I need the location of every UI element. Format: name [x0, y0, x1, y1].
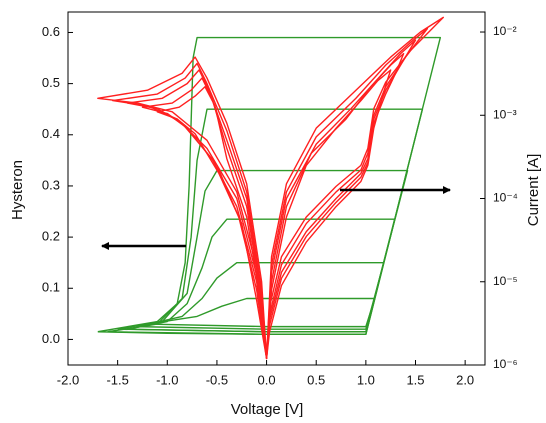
y-tick-label: 0.0 [42, 331, 60, 346]
y-tick-label: 0.4 [42, 126, 60, 141]
series-line [126, 39, 417, 360]
y2-tick-label: 10⁻⁵ [493, 274, 518, 288]
y2-tick-label: 10⁻⁴ [493, 191, 518, 205]
y-tick-label: 0.6 [42, 24, 60, 39]
x-tick-label: -0.5 [206, 372, 228, 387]
frame [67, 11, 486, 366]
y-tick-label: 0.1 [42, 280, 60, 295]
x-tick-label: 0.0 [258, 372, 276, 387]
series-line [141, 52, 405, 360]
x-tick-label: -2.0 [57, 372, 79, 387]
x-tick-label: 2.0 [456, 372, 474, 387]
y-tick-label: 0.2 [42, 229, 60, 244]
series-line [107, 108, 424, 335]
series-line [127, 218, 396, 333]
series-line [156, 69, 392, 360]
y2-tick-label: 10⁻⁶ [493, 357, 518, 371]
series-line [111, 27, 429, 360]
y-tick-label: 0.5 [42, 75, 60, 90]
series-line [147, 297, 376, 328]
y2-tick-label: 10⁻² [493, 24, 517, 38]
y2-axis-label: Current [A] [525, 154, 542, 227]
y-tick-label: 0.3 [42, 177, 60, 192]
x-tick-label: -1.0 [156, 372, 178, 387]
x-tick-label: 0.5 [307, 372, 325, 387]
y2-tick-label: 10⁻³ [493, 107, 517, 121]
series-line [137, 261, 385, 330]
plot-area [97, 16, 444, 360]
x-tick-label: 1.5 [406, 372, 424, 387]
x-tick-label: -1.5 [106, 372, 128, 387]
x-tick-label: 1.0 [357, 372, 375, 387]
x-axis-label: Voltage [V] [231, 401, 304, 418]
y-axis-label: Hysteron [9, 160, 26, 220]
